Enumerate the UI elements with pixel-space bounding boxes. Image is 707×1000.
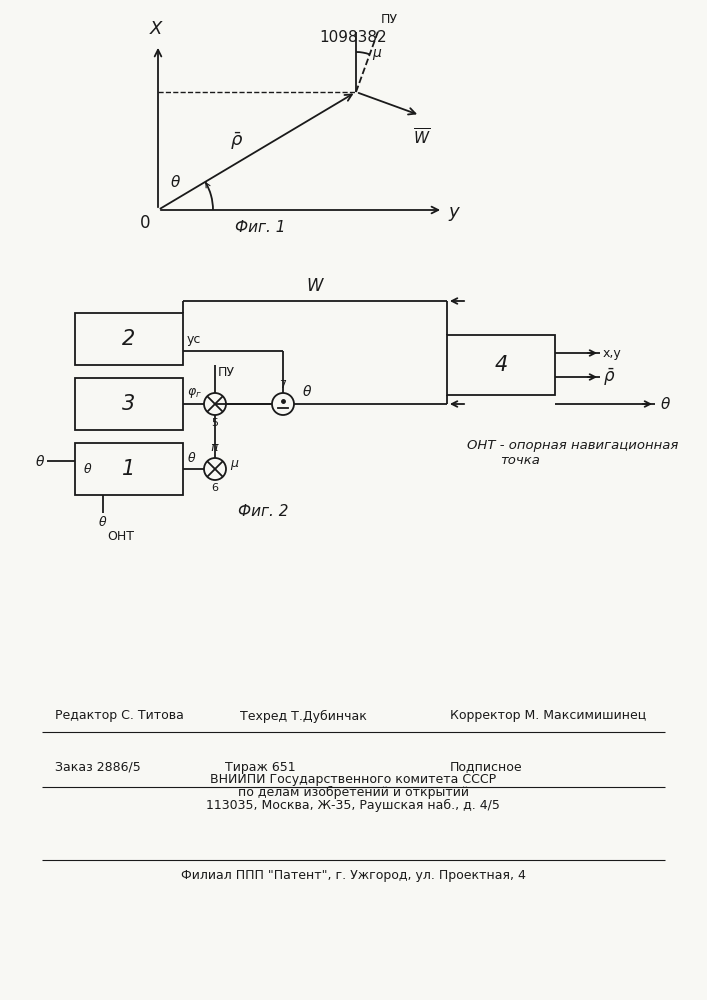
Text: 0: 0 [140,214,151,232]
Text: 7: 7 [279,380,286,390]
Text: $\theta$: $\theta$ [187,451,197,465]
Text: Тираж 651: Тираж 651 [225,760,296,774]
Text: ОНТ - опорная навигационная: ОНТ - опорная навигационная [467,438,679,452]
Bar [75,443,183,495]
Text: Филиал ППП "Патент", г. Ужгород, ул. Проектная, 4: Филиал ППП "Патент", г. Ужгород, ул. Про… [180,869,525,882]
Text: Фиг. 2: Фиг. 2 [238,504,288,520]
Text: W: W [307,277,323,295]
Text: 6: 6 [211,483,218,493]
Text: $\mu$: $\mu$ [230,458,240,472]
Text: $\theta$: $\theta$ [98,515,107,529]
Text: $\mu$: $\mu$ [372,46,382,62]
Text: $\bar{\rho}$: $\bar{\rho}$ [603,366,615,388]
Bar [75,378,183,430]
Text: 5: 5 [211,418,218,428]
Text: $\theta$: $\theta$ [35,454,45,469]
Text: Подписное: Подписное [450,760,522,774]
Text: по делам изобретений и открытий: по делам изобретений и открытий [238,785,469,799]
Text: Редактор С. Титова: Редактор С. Титова [55,710,184,722]
Text: 4: 4 [494,355,508,375]
Text: Фиг. 1: Фиг. 1 [235,220,285,234]
Text: Заказ 2886/5: Заказ 2886/5 [55,760,141,774]
Text: 113035, Москва, Ж-35, Раушская наб., д. 4/5: 113035, Москва, Ж-35, Раушская наб., д. … [206,798,500,812]
Text: X: X [150,20,162,38]
Text: x,y: x,y [603,347,621,360]
Text: 1098382: 1098382 [319,29,387,44]
Text: $\theta$: $\theta$ [83,462,93,476]
Text: ПУ: ПУ [381,13,398,26]
Text: $\overline{W}$: $\overline{W}$ [413,127,431,147]
Text: $\varphi_г$: $\varphi_г$ [187,386,202,400]
Text: уc: уc [187,333,201,346]
Text: 3: 3 [122,394,136,414]
Text: $\bar{\rho}$: $\bar{\rho}$ [230,130,244,152]
Text: ВНИИПИ Государственного комитета СССР: ВНИИПИ Государственного комитета СССР [210,772,496,786]
Text: 2: 2 [122,329,136,349]
Text: ОНТ: ОНТ [107,530,134,543]
Text: $\theta$: $\theta$ [660,396,671,412]
Text: точка: точка [500,454,540,466]
Text: ПУ: ПУ [218,366,235,379]
Text: 1: 1 [122,459,136,479]
Text: Техред Т.Дубинчак: Техред Т.Дубинчак [240,709,367,723]
Bar [75,313,183,365]
Text: Корректор М. Максимишинец: Корректор М. Максимишинец [450,710,646,722]
Text: $\pi$: $\pi$ [210,441,220,454]
Text: $\theta$: $\theta$ [302,384,312,399]
Text: y: y [448,203,459,221]
Bar [447,335,555,395]
Text: $\theta$: $\theta$ [170,174,182,190]
